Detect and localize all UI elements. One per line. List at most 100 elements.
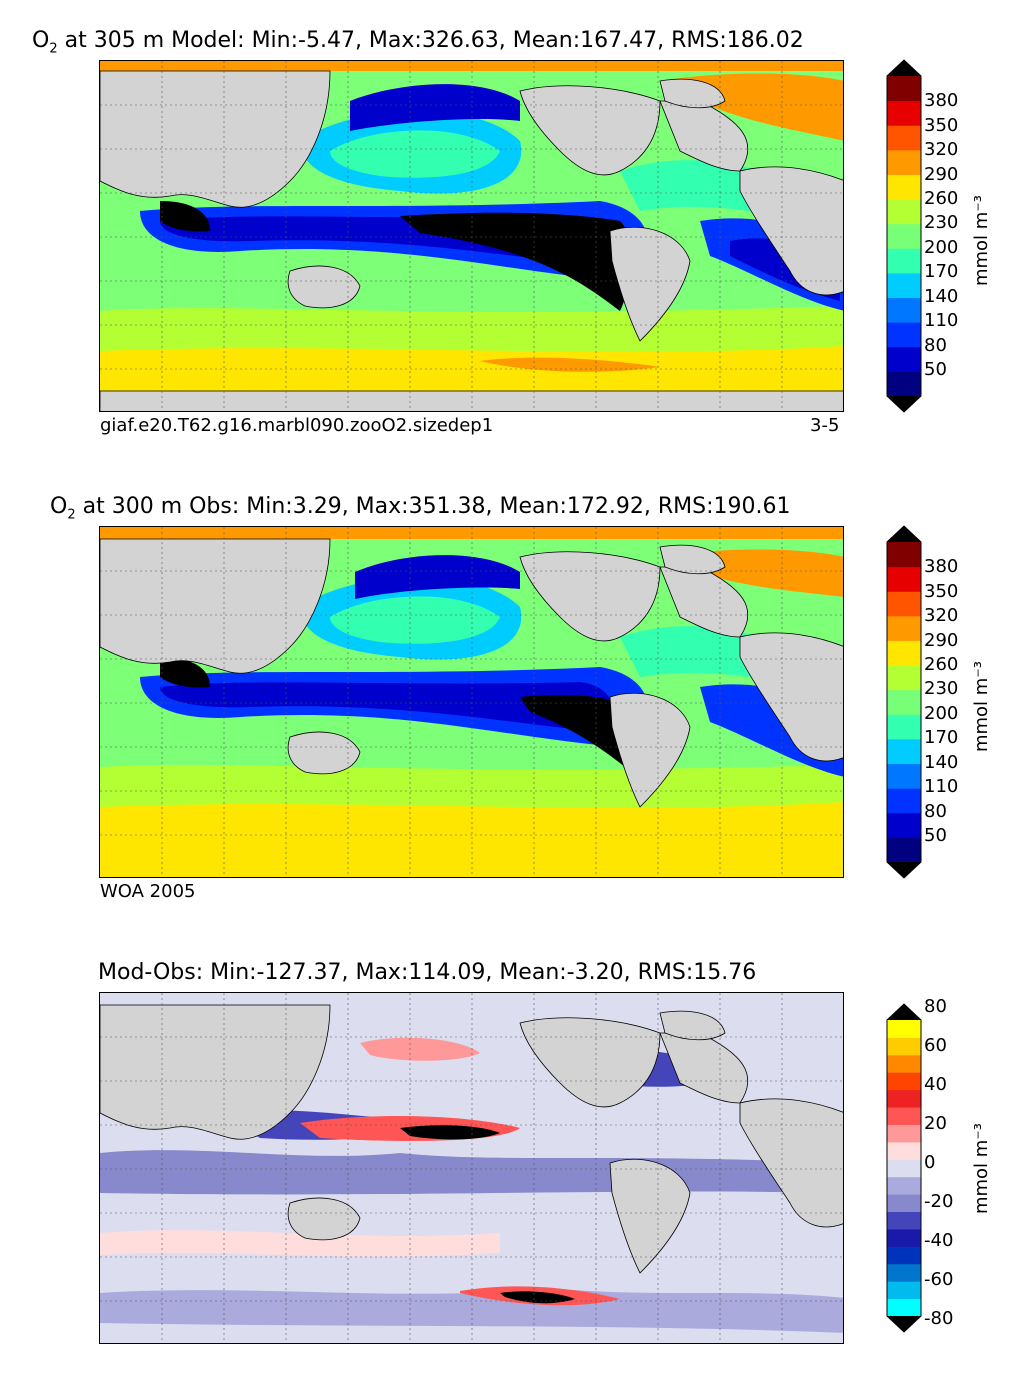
colorbar-swatch [887, 591, 921, 617]
model-tick: 110 [924, 310, 959, 331]
colorbar-swatch [887, 371, 921, 397]
colorbar-swatch [887, 812, 921, 838]
diff-tick: 40 [924, 1074, 947, 1095]
model-tick: 140 [924, 286, 959, 307]
model-tick: 50 [924, 359, 947, 380]
colorbar-swatch [887, 566, 921, 592]
obs-colorbar-svg [886, 525, 922, 879]
obs-tick: 230 [924, 678, 959, 699]
obs-tick: 140 [924, 752, 959, 773]
colorbar-swatch [887, 346, 921, 372]
colorbar-outline [886, 59, 922, 413]
colorbar-swatch [887, 1246, 921, 1265]
colorbar-swatch [887, 1054, 921, 1073]
colorbar-swatch [887, 223, 921, 249]
colorbar-swatch [887, 640, 921, 666]
obs-tick: 200 [924, 703, 959, 724]
obs-colorbar-label: mmol m⁻³ [971, 660, 993, 753]
model-tick: 80 [924, 335, 947, 356]
model-title: O2 at 305 m Model: Min:-5.47, Max:326.63… [32, 28, 804, 57]
obs-tick: 290 [924, 630, 959, 651]
colorbar-swatch [887, 1176, 921, 1195]
model-tick: 200 [924, 237, 959, 258]
diff-tick: 0 [924, 1152, 936, 1173]
model-tick: 380 [924, 90, 959, 111]
diff-tick: -20 [924, 1191, 954, 1212]
obs-title: O2 at 300 m Obs: Min:3.29, Max:351.38, M… [50, 494, 791, 523]
diff-colorbar-svg [886, 1003, 922, 1333]
colorbar-swatch [887, 1020, 921, 1038]
colorbar-swatch [887, 837, 921, 863]
colorbar-over-extend [887, 1004, 921, 1020]
model-tick: 170 [924, 261, 959, 282]
model-caption-left: giaf.e20.T62.g16.marbl090.zooO2.sizedep1 [100, 415, 494, 436]
colorbar-swatch [887, 1228, 921, 1247]
colorbar-swatch [887, 272, 921, 299]
diff-tick: -40 [924, 1230, 954, 1251]
diff-colorbar-label: mmol m⁻³ [971, 1122, 993, 1215]
colorbar-swatch [887, 788, 921, 814]
diff-title: Mod-Obs: Min:-127.37, Max:114.09, Mean:-… [98, 960, 757, 985]
colorbar-swatch [887, 248, 921, 274]
obs-map [99, 526, 844, 878]
obs-tick: 260 [924, 654, 959, 675]
colorbar-swatch [887, 1298, 921, 1317]
model-map-svg [100, 61, 843, 411]
diff-tick: -60 [924, 1269, 954, 1290]
colorbar-swatch [887, 76, 921, 102]
colorbar-swatch [887, 297, 921, 323]
model-tick: 320 [924, 139, 959, 160]
colorbar-under-extend [887, 862, 921, 878]
model-colorbar [886, 59, 922, 413]
colorbar-swatch [887, 1194, 921, 1213]
colorbar-swatch [887, 149, 921, 175]
obs-tick: 110 [924, 776, 959, 797]
colorbar-swatch [887, 1124, 921, 1143]
colorbar-swatch [887, 199, 921, 225]
diff-panel: Mod-Obs: Min:-127.37, Max:114.09, Mean:-… [0, 932, 1026, 1374]
diff-tick: 20 [924, 1113, 947, 1134]
model-caption-right: 3-5 [810, 415, 840, 436]
diff-tick: -80 [924, 1308, 954, 1329]
colorbar-outline [886, 1003, 922, 1333]
model-colorbar-label: mmol m⁻³ [971, 194, 993, 287]
colorbar-swatch [887, 1211, 921, 1230]
model-tick: 290 [924, 164, 959, 185]
obs-map-svg [100, 527, 843, 877]
diff-tick: 60 [924, 1035, 947, 1056]
obs-panel: O2 at 300 m Obs: Min:3.29, Max:351.38, M… [0, 466, 1026, 926]
colorbar-swatch [887, 100, 921, 126]
model-colorbar-svg [886, 59, 922, 413]
colorbar-swatch [887, 1141, 921, 1160]
colorbar-swatch [887, 1037, 921, 1056]
colorbar-swatch [887, 738, 921, 765]
colorbar-swatch [887, 174, 921, 200]
obs-tick: 80 [924, 801, 947, 822]
colorbar-outline [886, 525, 922, 879]
colorbar-swatch [887, 1263, 921, 1282]
model-tick: 350 [924, 115, 959, 136]
colorbar-swatch [887, 1072, 921, 1091]
colorbar-swatch [887, 1089, 921, 1108]
colorbar-swatch [887, 714, 921, 740]
colorbar-swatch [887, 665, 921, 691]
colorbar-over-extend [887, 60, 921, 76]
diff-tick: 80 [924, 996, 947, 1017]
model-panel: O2 at 305 m Model: Min:-5.47, Max:326.63… [0, 0, 1026, 460]
colorbar-swatch [887, 1159, 921, 1178]
colorbar-swatch [887, 689, 921, 715]
obs-tick: 320 [924, 605, 959, 626]
obs-tick: 50 [924, 825, 947, 846]
diff-colorbar [886, 1003, 922, 1333]
colorbar-swatch [887, 763, 921, 789]
colorbar-swatch [887, 615, 921, 641]
colorbar-swatch [887, 322, 921, 348]
model-tick: 230 [924, 212, 959, 233]
model-tick: 260 [924, 188, 959, 209]
colorbar-swatch [887, 1107, 921, 1125]
obs-caption-left: WOA 2005 [100, 881, 196, 902]
model-map [99, 60, 844, 412]
diff-map [99, 992, 844, 1344]
colorbar-swatch [887, 125, 921, 151]
diff-map-svg [100, 993, 843, 1343]
